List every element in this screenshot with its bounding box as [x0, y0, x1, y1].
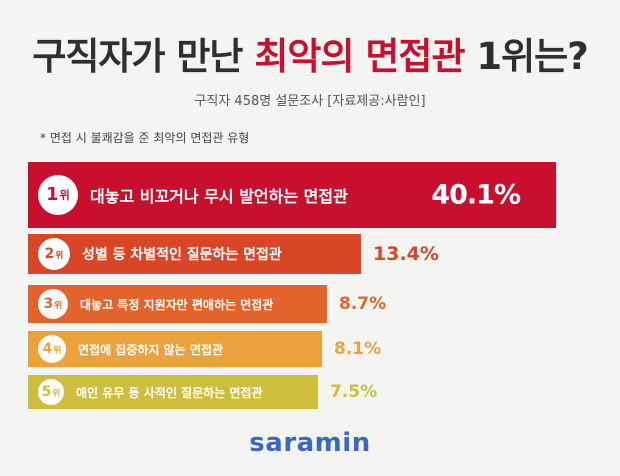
chart-note: * 면접 시 불쾌감을 준 최악의 면접관 유형 [40, 131, 250, 145]
bar-label: 대놓고 비꼬거나 무시 발언하는 면접관 [90, 187, 348, 206]
title-highlight: 최악의 면접관 [254, 35, 465, 78]
rank-number: 4 [42, 341, 53, 357]
bar-2: 2 위 성별 등 차별적인 질문하는 면접관 [28, 234, 361, 274]
rank-number: 1 [46, 185, 59, 205]
title-prefix: 구직자가 만난 [32, 35, 255, 78]
bar-value-label: 40.1% [431, 179, 521, 211]
bar-1: 1 위 대놓고 비꼬거나 무시 발언하는 면접관 40.1% [28, 162, 556, 228]
rank-number: 2 [44, 246, 55, 262]
rank-number: 5 [41, 384, 52, 400]
survey-subtitle: 구직자 458명 설문조사 [자료제공:사람인] [194, 94, 426, 109]
bar-value-label: 8.7% [339, 294, 387, 314]
bar-4: 4 위 면접에 집중하지 않는 면접관 [28, 331, 322, 367]
bar-value-label: 8.1% [334, 339, 382, 359]
rank-suffix: 위 [52, 388, 61, 399]
page-title: 구직자가 만난 최악의 면접관 1위는? [0, 26, 620, 80]
bar-value-label: 13.4% [373, 243, 439, 265]
bar-3: 3 위 대놓고 특정 지원자만 편애하는 면접관 [28, 285, 327, 323]
rank-number: 3 [43, 296, 54, 312]
rank-suffix: 위 [53, 345, 62, 356]
title-suffix: 1위는? [464, 35, 588, 78]
bar-5: 5 위 애인 유무 등 사적인 질문하는 면접관 [28, 375, 318, 409]
saramin-logo: saramin [249, 428, 371, 458]
bar-label: 면접에 집중하지 않는 면접관 [78, 342, 224, 357]
bar-label: 애인 유무 등 사적인 질문하는 면접관 [76, 385, 263, 400]
bar-label: 성별 등 차별적인 질문하는 면접관 [82, 247, 282, 263]
rank-suffix: 위 [54, 300, 63, 311]
bar-label: 대놓고 특정 지원자만 편애하는 면접관 [80, 297, 274, 312]
bar-value-label: 7.5% [330, 382, 378, 402]
rank-suffix: 위 [59, 189, 70, 202]
rank-suffix: 위 [55, 250, 64, 261]
